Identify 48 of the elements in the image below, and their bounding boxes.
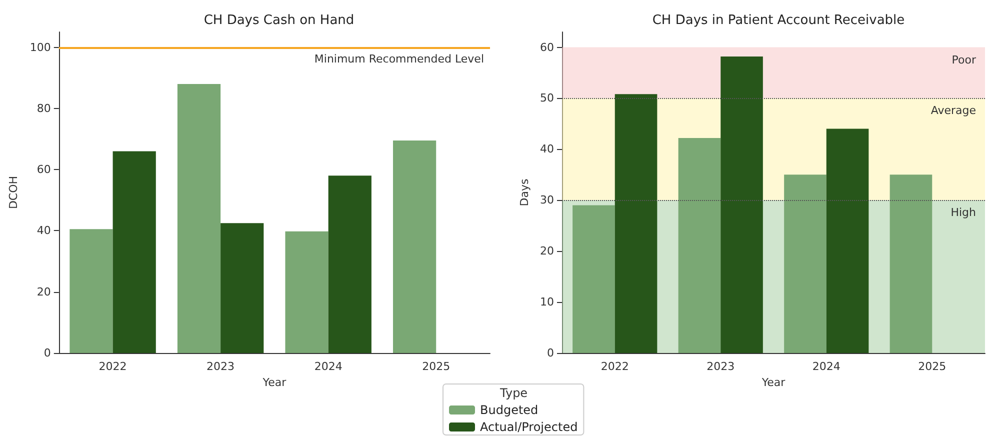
chart-title: CH Days in Patient Account Receivable (652, 13, 905, 28)
band-label: Average (930, 104, 976, 118)
y-tick-label: 10 (540, 296, 554, 309)
x-tick-label: 2023 (706, 360, 735, 373)
bar (393, 140, 436, 353)
x-axis-title: Year (262, 376, 287, 389)
bar (285, 231, 328, 353)
bar (70, 229, 113, 353)
band-label: Poor (952, 53, 976, 66)
y-tick-label: 30 (540, 194, 554, 207)
y-tick-label: 60 (540, 40, 554, 54)
y-tick-label: 60 (36, 163, 51, 176)
bar (678, 138, 721, 353)
x-tick-label: 2022 (98, 360, 127, 373)
y-axis-title: DCOH (7, 176, 20, 210)
band-label: High (950, 206, 976, 220)
x-tick-label: 2025 (422, 360, 450, 373)
y-tick-label: 20 (36, 285, 51, 298)
y-tick-label: 20 (540, 244, 554, 258)
bar (220, 223, 264, 353)
bar (826, 128, 869, 353)
y-tick-label: 50 (540, 92, 554, 105)
bar (177, 84, 221, 353)
x-tick-label: 2024 (314, 360, 342, 373)
bar (328, 176, 372, 353)
y-tick-label: 100 (30, 40, 51, 54)
x-axis-title: Year (760, 376, 786, 389)
y-tick-label: 40 (540, 142, 554, 156)
x-tick-label: 2025 (918, 360, 946, 373)
bar (720, 56, 763, 353)
y-axis-title: Days (518, 178, 531, 206)
y-tick-label: 80 (36, 102, 51, 115)
legend-title: Type (499, 386, 528, 400)
y-tick-label: 0 (44, 346, 51, 360)
legend-label: Budgeted (480, 403, 538, 417)
y-tick-label: 0 (547, 346, 554, 360)
x-tick-label: 2022 (600, 360, 629, 373)
chart-title: CH Days Cash on Hand (204, 13, 354, 28)
x-tick-label: 2023 (206, 360, 235, 373)
bar (784, 174, 826, 353)
bar (112, 151, 156, 353)
legend-label: Actual/Projected (480, 420, 578, 434)
x-tick-label: 2024 (812, 360, 840, 373)
bar (572, 205, 615, 353)
ref-line-label: Minimum Recommended Level (314, 52, 484, 66)
bar (614, 94, 658, 353)
bar (890, 174, 932, 353)
y-tick-label: 40 (36, 224, 51, 238)
